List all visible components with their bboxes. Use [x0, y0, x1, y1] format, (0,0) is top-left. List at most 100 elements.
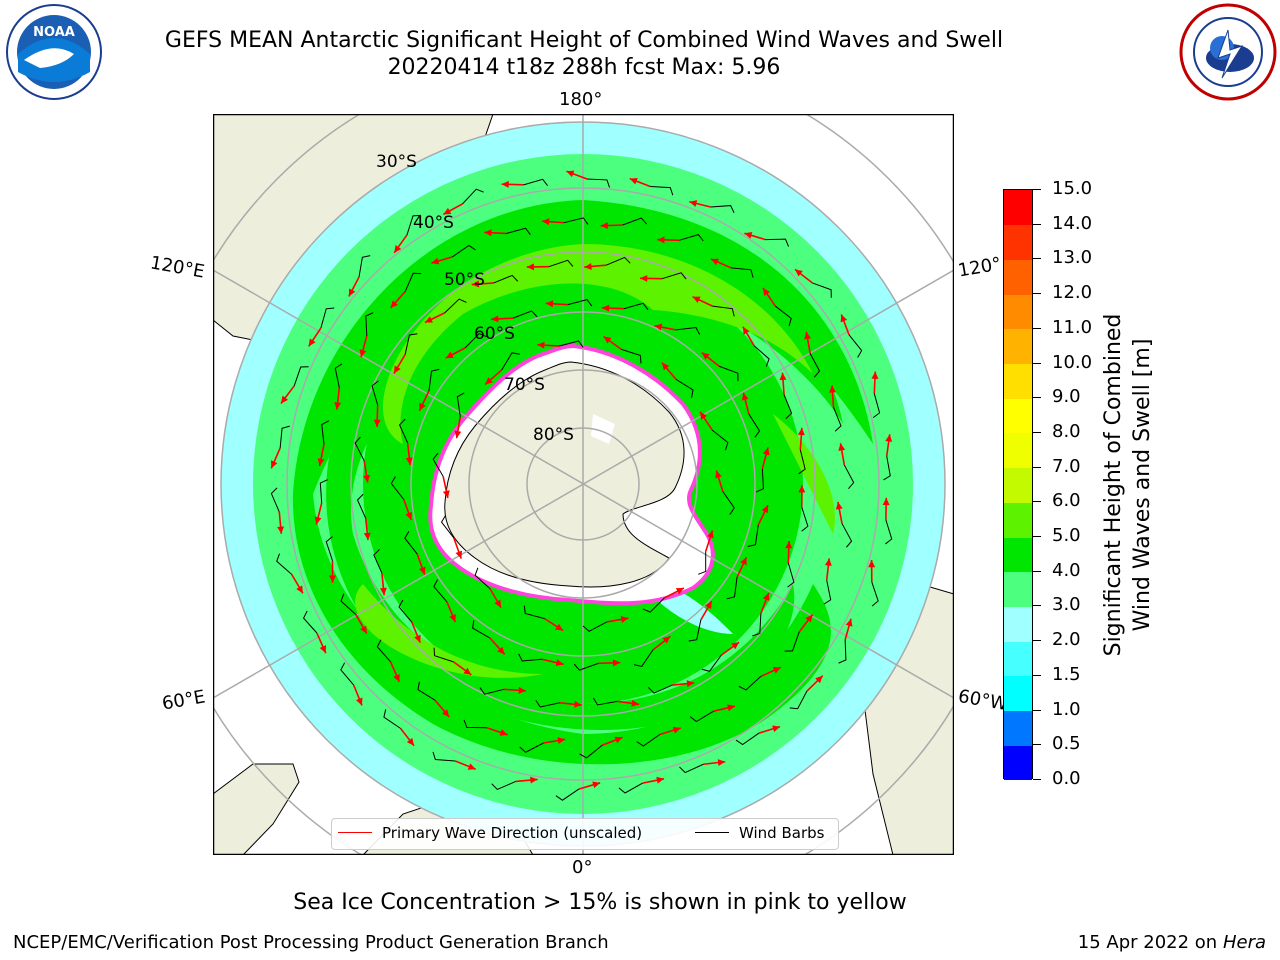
wind-barb: [334, 363, 343, 388]
wind-barb: [798, 449, 806, 475]
wind-barb: [718, 365, 739, 382]
wind-barb: [636, 734, 661, 747]
wind-barb: [406, 214, 422, 236]
wind-barb: [555, 788, 580, 801]
wind-barb: [679, 763, 704, 774]
wind-barb: [493, 274, 519, 284]
wave-direction-arrowhead: [840, 314, 848, 323]
wave-direction-arrowhead: [829, 385, 836, 393]
colorbar-tick-label: 3.0: [1052, 594, 1081, 616]
colorbar-band: [1004, 328, 1032, 365]
wave-direction-arrowhead: [717, 759, 726, 767]
chart-subtitle: 20220414 t18z 288h fcst Max: 5.96: [387, 55, 781, 80]
wave-direction-arrowhead: [557, 737, 566, 744]
wind-barb: [518, 653, 543, 662]
wind-barb: [755, 468, 764, 493]
footer-left: NCEP/EMC/Verification Post Processing Pr…: [13, 932, 609, 953]
wave-direction-arrowhead: [499, 729, 508, 736]
wind-barb: [548, 259, 574, 268]
wind-barb: [647, 684, 673, 694]
colorbar-tick-mark: [1033, 258, 1041, 260]
colorbar-tick-mark: [1033, 362, 1041, 364]
wind-barb: [433, 647, 454, 663]
wave-direction-arrowhead: [740, 557, 747, 566]
map-legend: Primary Wave Direction (unscaled) Wind B…: [331, 818, 839, 850]
wind-barb: [398, 418, 409, 444]
wind-barb: [726, 576, 738, 600]
lat-label-30s: 30°S: [376, 152, 417, 172]
wind-barb: [712, 305, 735, 317]
wind-barb: [432, 751, 456, 762]
colorbar-tick-label: 15.0: [1052, 178, 1093, 199]
polar-map: [213, 114, 954, 855]
wave-direction-arrowhead: [815, 675, 823, 684]
wind-barb: [883, 456, 891, 481]
wave-direction-arrowhead: [629, 177, 638, 185]
wind-barb: [730, 267, 754, 278]
colorbar-tick-mark: [1033, 501, 1041, 503]
wave-direction-arrowhead: [772, 725, 781, 733]
wave-direction-arrowhead: [705, 601, 712, 610]
wind-barb: [784, 631, 800, 652]
wind-barb: [841, 523, 853, 548]
lon-label-120e: 120°E: [148, 252, 207, 283]
wave-direction-arrowhead: [824, 558, 832, 566]
wave-direction-arrowhead: [419, 402, 426, 411]
wave-direction-arrowhead: [270, 460, 278, 469]
wind-barb: [838, 639, 847, 664]
wind-barb: [675, 378, 694, 398]
wave-direction-arrowhead: [379, 587, 387, 596]
wind-barb: [623, 302, 649, 310]
wind-barb: [501, 352, 520, 371]
wave-direction-arrowhead: [566, 170, 575, 178]
lat-label-40s: 40°S: [413, 213, 454, 233]
wind-barb: [456, 392, 465, 417]
antarctica-land: [444, 361, 685, 588]
wave-direction-arrowhead: [601, 304, 610, 312]
wave-direction-arrowhead: [393, 365, 401, 374]
wave-direction-arrowhead: [308, 338, 316, 347]
wind-barb: [567, 299, 593, 307]
lon-label-60e: 60°E: [160, 686, 207, 715]
wave-direction-arrowhead: [785, 541, 793, 549]
wind-barb: [444, 298, 467, 314]
wave-direction-arrowhead: [317, 458, 325, 466]
wind-barb: [293, 366, 309, 387]
wave-direction-arrowhead: [530, 776, 538, 784]
colorbar-tick-mark: [1033, 327, 1041, 329]
wave-direction-arrowhead: [835, 501, 843, 510]
wind-barb: [752, 613, 762, 637]
wind-barb: [775, 305, 792, 327]
lat-label-80s: 80°S: [533, 425, 574, 445]
wind-barb: [404, 272, 422, 292]
colorbar-band: [1004, 363, 1032, 399]
wind-barb: [885, 519, 893, 545]
colorbar-label-line1: Significant Height of Combined: [1101, 313, 1126, 657]
colorbar-band: [1004, 537, 1032, 573]
colorbar-tick-mark: [1033, 431, 1041, 433]
colorbar-label-line2: Wind Waves and Swell [m]: [1130, 338, 1155, 632]
wind-barb: [622, 217, 648, 226]
wave-direction-legend-label: Primary Wave Direction (unscaled): [382, 824, 643, 842]
wave-direction-arrowhead: [675, 587, 684, 595]
colorbar-tick-label: 2.0: [1052, 629, 1081, 651]
colorbar-tick-label: 1.5: [1052, 663, 1081, 685]
colorbar-tick-label: 5.0: [1052, 525, 1081, 547]
wind-barb: [373, 548, 383, 574]
wave-direction-arrowhead: [445, 351, 454, 359]
colorbar-tick-label: 0.5: [1052, 733, 1081, 755]
wind-barb: [383, 709, 401, 729]
wind-barb: [276, 553, 293, 575]
wind-barb: [340, 593, 357, 615]
wind-barb: [563, 217, 589, 225]
wave-direction-arrowhead: [614, 736, 623, 744]
wave-direction-arrowhead: [779, 372, 787, 381]
colorbar-band: [1004, 641, 1032, 677]
colorbar-tick-label: 12.0: [1052, 282, 1093, 304]
wave-direction-arrowhead: [804, 331, 812, 340]
lon-label-120w: 120°: [956, 253, 1003, 282]
colorbar-tick-label: 10.0: [1052, 351, 1093, 373]
wave-direction-arrowhead: [794, 269, 803, 277]
wave-direction-arrowhead: [620, 616, 629, 623]
wind-barb: [325, 536, 333, 561]
